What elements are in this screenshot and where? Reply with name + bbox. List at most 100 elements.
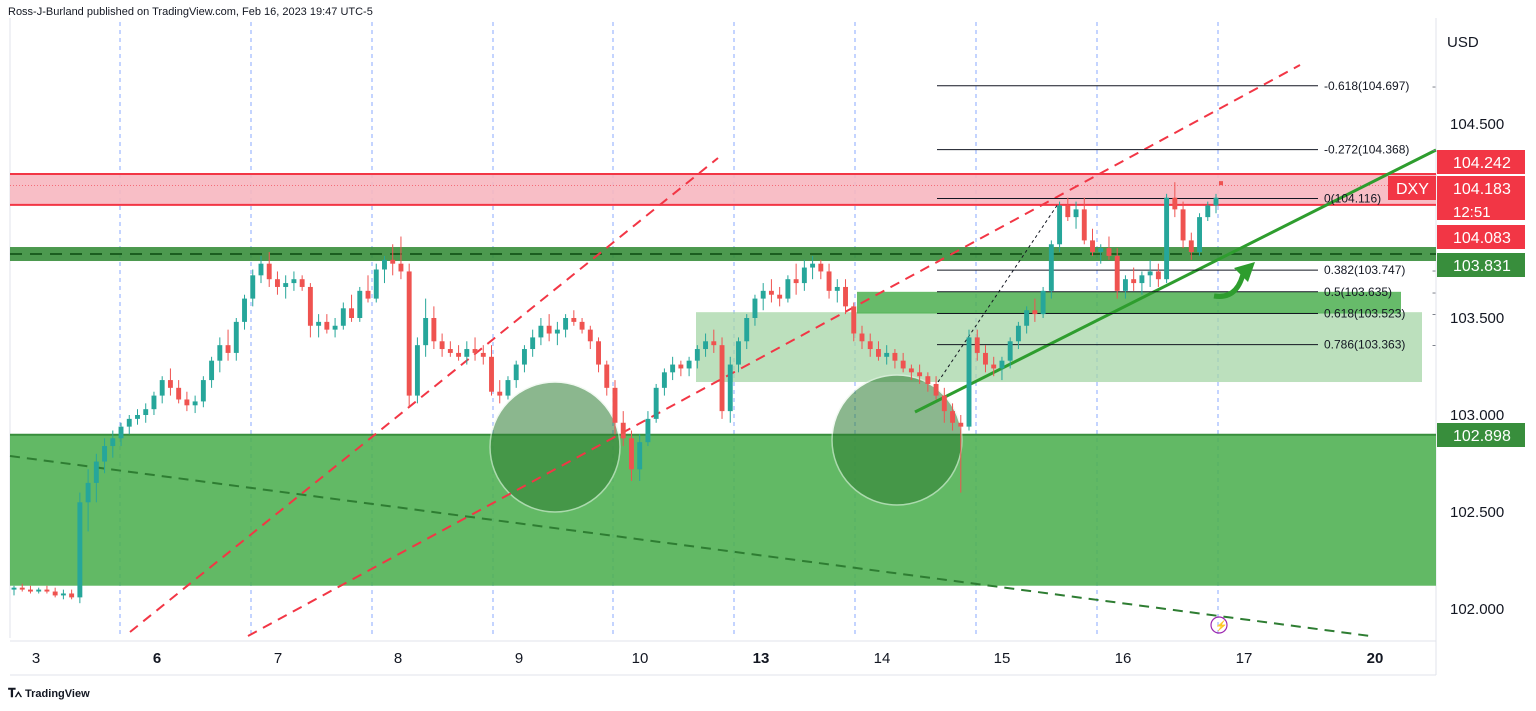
x-tick-label-2: 7: [274, 650, 282, 667]
candle-body-128: [1065, 205, 1071, 218]
candle-body-107: [892, 352, 898, 361]
candle-body-142: [1180, 209, 1186, 241]
candle-body-103: [859, 333, 865, 342]
candle-body-124: [1032, 310, 1038, 315]
candle-body-51: [431, 318, 437, 342]
candle-body-5: [52, 591, 58, 596]
candle-body-89: [744, 318, 750, 342]
candle-body-64: [538, 325, 544, 338]
candle-body-45: [382, 259, 387, 270]
candle-body-46: [390, 259, 396, 264]
x-tick-label-11: 20: [1367, 650, 1384, 667]
candle-body-127: [1057, 205, 1063, 245]
candle-body-91: [760, 290, 766, 299]
candle-body-100: [834, 286, 840, 291]
candle-body-111: [925, 376, 931, 384]
candle-body-58: [489, 356, 494, 392]
candle-body-87: [727, 364, 733, 412]
candle-body-117: [974, 337, 980, 353]
live-candle-marker: [1219, 181, 1223, 186]
candle-body-41: [349, 308, 355, 318]
price-tag-bg-2: [1437, 225, 1525, 249]
candle-body-66: [554, 329, 560, 334]
candle-body-106: [884, 352, 890, 357]
candle-body-42: [357, 290, 363, 318]
footer-brand-label: TradingView: [25, 687, 90, 700]
fib-level-label-5: 0.618(103.523): [1324, 307, 1405, 321]
price-tag-bg-3: [1437, 253, 1525, 277]
fib-level-label-6: 0.786(103.363): [1324, 338, 1405, 352]
candle-body-98: [818, 263, 824, 272]
fib-level-label-3: 0.382(103.747): [1324, 263, 1405, 277]
support-band: [10, 247, 1436, 262]
candle-body-102: [851, 306, 857, 334]
candle-body-36: [307, 286, 313, 326]
candle-body-60: [505, 380, 511, 396]
candle-body-92: [768, 290, 774, 295]
candle-body-62: [521, 349, 527, 365]
candle-body-61: [513, 364, 519, 381]
fib-level-tick-5: -: [1432, 307, 1436, 321]
candle-body-129: [1073, 209, 1079, 218]
candle-body-14: [126, 418, 132, 427]
x-tick-label-1: 6: [153, 650, 161, 667]
candle-body-38: [324, 321, 330, 330]
publisher-header: Ross-J-Burland published on TradingView.…: [8, 6, 373, 18]
candle-body-47: [398, 263, 404, 272]
candle-body-118: [983, 352, 988, 365]
candle-body-114: [950, 411, 956, 423]
candle-body-57: [480, 352, 486, 357]
candle-body-19: [167, 380, 173, 388]
fib-level-label-2: 0(104.116): [1324, 191, 1381, 205]
candle-body-0: [11, 587, 17, 590]
candle-body-79: [661, 372, 667, 388]
price-tag-symbol: DXY: [1396, 181, 1429, 198]
candle-body-72: [604, 364, 610, 388]
candle-body-145: [1205, 205, 1211, 218]
candle-body-112: [933, 383, 939, 396]
candle-body-49: [414, 345, 420, 396]
candle-body-65: [546, 325, 552, 334]
candle-body-135: [1122, 279, 1128, 291]
fib-level-tick-6: -: [1432, 338, 1436, 352]
candle-body-12: [110, 438, 116, 447]
candle-body-11: [102, 446, 108, 462]
candle-body-69: [579, 321, 585, 330]
candle-body-105: [875, 349, 881, 357]
consolidation-zone: [696, 312, 1422, 383]
candle-body-86: [719, 345, 725, 412]
x-tick-label-8: 15: [994, 650, 1011, 667]
currency-label: USD: [1447, 34, 1479, 51]
fib-support-zone: [857, 291, 1401, 314]
x-tick-label-9: 16: [1115, 650, 1132, 667]
candle-body-40: [340, 308, 346, 326]
y-tick-label-3: 102.500: [1450, 504, 1504, 521]
candle-body-28: [242, 298, 247, 322]
candle-body-96: [801, 267, 807, 284]
candle-body-33: [283, 283, 289, 287]
candle-body-125: [1040, 290, 1046, 315]
candle-body-24: [209, 360, 215, 381]
candle-body-126: [1048, 244, 1054, 291]
candle-body-138: [1147, 271, 1153, 276]
candle-body-55: [464, 349, 470, 357]
y-tick-label-1: 103.500: [1450, 310, 1504, 327]
highlight-circle-1: [489, 381, 621, 513]
x-tick-label-4: 9: [515, 650, 523, 667]
fib-level-tick-3: -: [1432, 263, 1436, 277]
candle-body-99: [826, 271, 832, 291]
candle-body-78: [653, 387, 659, 419]
candle-body-140: [1164, 197, 1170, 280]
candle-body-136: [1131, 279, 1137, 284]
candle-body-26: [225, 345, 231, 353]
candle-body-143: [1188, 240, 1194, 253]
candle-body-94: [785, 279, 791, 299]
price-tag-bg-0: [1437, 150, 1525, 174]
resistance-zone: [10, 174, 1436, 205]
candle-body-13: [118, 426, 124, 439]
candle-body-27: [233, 321, 239, 353]
candle-body-73: [612, 387, 618, 423]
candle-body-85: [711, 341, 717, 346]
price-tag-label-3: 103.831: [1453, 258, 1511, 275]
